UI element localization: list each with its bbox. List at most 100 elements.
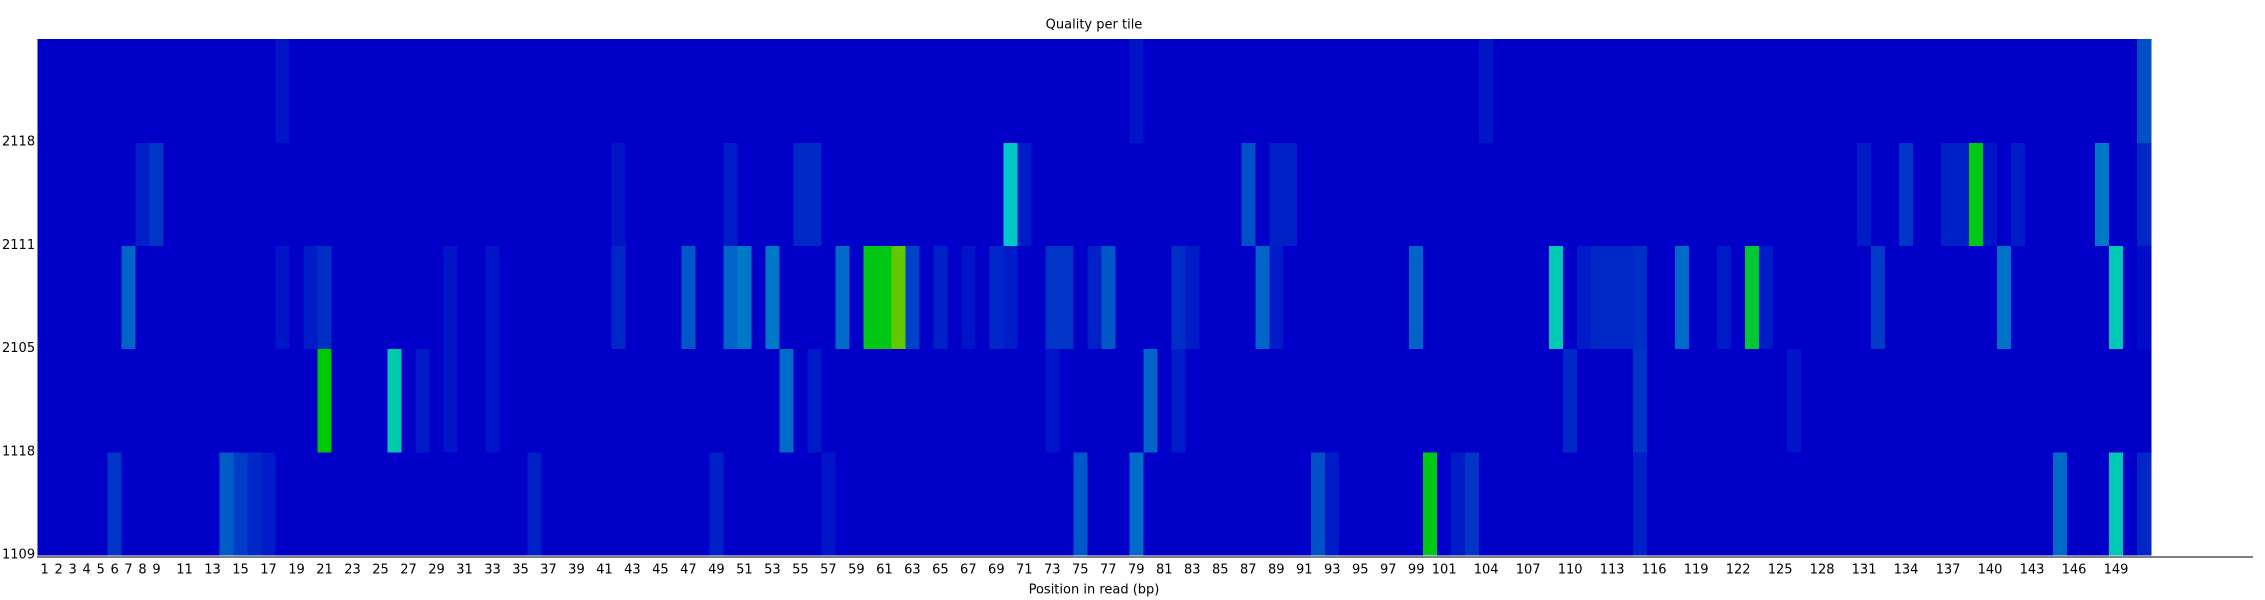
heat-cell	[1227, 142, 1242, 246]
heat-cell	[513, 142, 529, 246]
heat-cell	[2025, 142, 2040, 246]
x-tick-label: 41	[596, 563, 613, 578]
heat-cell	[1213, 348, 1228, 453]
heat-cell	[359, 348, 375, 453]
heat-cell	[1199, 451, 1214, 556]
heat-cell	[1983, 142, 1998, 246]
heat-cell	[1017, 451, 1032, 556]
heat-cell	[457, 451, 473, 556]
x-tick-label: 95	[1352, 563, 1369, 578]
heat-cell	[443, 39, 459, 143]
heat-cell	[597, 451, 613, 556]
heat-cell	[1185, 39, 1200, 143]
heat-cell	[1059, 245, 1074, 350]
heat-cell	[93, 142, 109, 246]
heat-cell	[345, 451, 361, 556]
heat-cell	[989, 142, 1004, 246]
heat-cell	[1689, 142, 1704, 246]
heat-cell	[93, 39, 109, 143]
heat-cell	[2123, 142, 2138, 246]
heat-cell	[1185, 451, 1200, 556]
heat-cell	[499, 39, 515, 143]
heat-cell	[1297, 451, 1312, 556]
x-tick-label: 65	[932, 563, 949, 578]
x-tick-label: 99	[1408, 563, 1425, 578]
heat-cell	[891, 142, 906, 246]
heat-cell	[1745, 39, 1760, 143]
heat-cell	[1493, 451, 1508, 556]
heat-cell	[247, 39, 263, 143]
heat-cell	[2095, 142, 2110, 246]
heat-cell	[597, 142, 613, 246]
heat-cell	[1535, 451, 1550, 556]
heat-cell	[303, 142, 319, 246]
heat-cell	[247, 142, 263, 246]
x-tick-label: 140	[1978, 563, 2003, 578]
heat-cell	[1759, 142, 1774, 246]
x-tick-label: 113	[1600, 563, 1625, 578]
heat-cell	[163, 451, 179, 556]
heat-cell	[1031, 39, 1046, 143]
x-tick-label: 128	[1810, 563, 1835, 578]
x-tick-label: 73	[1044, 563, 1061, 578]
heat-cell	[37, 348, 53, 453]
heat-cell	[1773, 451, 1788, 556]
heat-cell	[933, 348, 948, 453]
heat-cell	[1983, 245, 1998, 350]
heat-cell	[1129, 348, 1144, 453]
heat-cell	[135, 348, 151, 453]
heat-cell	[1031, 451, 1046, 556]
heat-cell	[1171, 451, 1186, 556]
heat-cell	[331, 451, 347, 556]
heat-cell	[1899, 451, 1914, 556]
x-tick-label: 69	[988, 563, 1005, 578]
heat-cell	[205, 451, 221, 556]
heat-cell	[863, 245, 878, 350]
heat-cell	[303, 39, 319, 143]
heat-cell	[2053, 451, 2068, 556]
heat-cell	[1703, 245, 1718, 350]
heat-cell	[1395, 39, 1410, 143]
x-tick-label: 55	[792, 563, 809, 578]
heat-cell	[1535, 245, 1550, 350]
heat-cell	[1283, 39, 1298, 143]
heat-cell	[1969, 142, 1984, 246]
heat-cell	[611, 451, 627, 556]
heat-cell	[1115, 245, 1130, 350]
x-tick-label: 104	[1474, 563, 1499, 578]
heat-cell	[597, 348, 613, 453]
heat-cell	[51, 451, 67, 556]
heat-cell	[1157, 39, 1172, 143]
heat-cell	[919, 39, 934, 143]
heat-cell	[1213, 142, 1228, 246]
heat-cell	[961, 245, 976, 350]
heat-cell	[1283, 348, 1298, 453]
heat-cell	[1829, 142, 1844, 246]
heat-cell	[947, 451, 962, 556]
heat-cell	[1815, 39, 1830, 143]
heat-cell	[1325, 245, 1340, 350]
heat-cell	[499, 451, 515, 556]
heat-cell	[1787, 245, 1802, 350]
heat-cell	[681, 245, 697, 350]
heat-cell	[1955, 348, 1970, 453]
heat-cell	[1815, 142, 1830, 246]
heat-cell	[1927, 451, 1942, 556]
heat-cell	[695, 348, 711, 453]
heat-cell	[1857, 348, 1872, 453]
heat-cell	[975, 245, 990, 350]
heat-cell	[1157, 245, 1172, 350]
heat-cell	[2039, 348, 2054, 453]
heat-cell	[1577, 245, 1592, 350]
heat-cell	[793, 39, 808, 143]
heat-cell	[527, 245, 543, 350]
heat-cell	[639, 451, 655, 556]
heat-cell	[65, 348, 81, 453]
heat-cell	[1507, 245, 1522, 350]
heat-cell	[513, 348, 529, 453]
heat-cell	[1969, 348, 1984, 453]
x-tick-label: 131	[1852, 563, 1877, 578]
heat-cell	[2067, 451, 2082, 556]
heat-cell	[401, 451, 417, 556]
heat-cell	[975, 451, 990, 556]
